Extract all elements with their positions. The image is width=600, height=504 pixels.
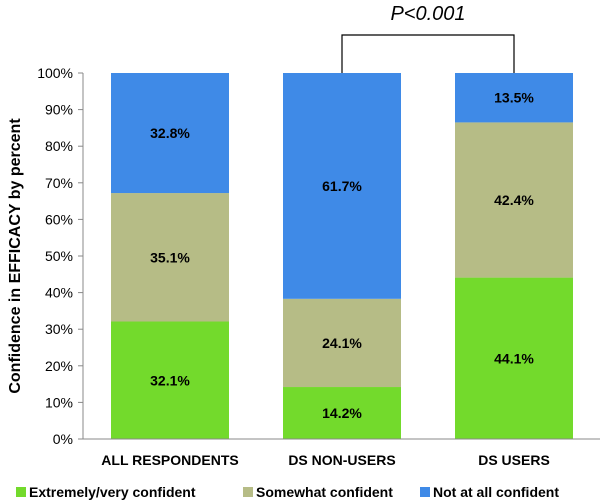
- data-label: 61.7%: [322, 178, 362, 194]
- y-tick-label: 40%: [45, 285, 73, 301]
- y-axis-label-group: Confidence in EFFICACY by percent: [7, 118, 24, 394]
- p-value-label: P<0.001: [390, 3, 465, 25]
- data-label: 13.5%: [494, 90, 534, 106]
- y-tick-label: 30%: [45, 321, 73, 337]
- y-tick-label: 60%: [45, 211, 73, 227]
- bar-segment: [283, 387, 401, 439]
- legend-swatch: [420, 487, 430, 497]
- data-label: 32.1%: [150, 372, 190, 388]
- category-label: DS NON-USERS: [288, 452, 395, 468]
- y-axis-label: Confidence in EFFICACY by percent: [7, 118, 24, 394]
- y-tick-label: 70%: [45, 175, 73, 191]
- data-label: 35.1%: [150, 249, 190, 265]
- legend-label: Extremely/very confident: [29, 484, 196, 500]
- data-label: 14.2%: [322, 405, 362, 421]
- y-tick-label: 20%: [45, 358, 73, 374]
- bar-segment: [283, 298, 401, 388]
- bar-segment: [455, 73, 573, 123]
- category-labels: ALL RESPONDENTS DS NON-USERS DS USERS: [101, 452, 550, 468]
- bar-segment: [455, 122, 573, 278]
- bar-segment: [111, 321, 229, 439]
- axes: [82, 73, 600, 440]
- y-tick-label: 90%: [45, 102, 73, 118]
- category-label: DS USERS: [478, 452, 550, 468]
- category-label: ALL RESPONDENTS: [101, 452, 238, 468]
- y-tick-label: 100%: [37, 65, 73, 81]
- data-label: 24.1%: [322, 335, 362, 351]
- legend-swatch: [16, 487, 26, 497]
- bar-segment: [455, 277, 573, 439]
- data-label: 42.4%: [494, 192, 534, 208]
- significance-annotation: P<0.001: [341, 3, 515, 73]
- y-axis-ticks: 0% 10% 20% 30% 40% 50% 60% 70% 80% 90% 100%: [37, 65, 83, 447]
- y-tick-label: 0%: [53, 431, 73, 447]
- y-tick-label: 80%: [45, 138, 73, 154]
- legend-label: Not at all confident: [433, 484, 559, 500]
- legend-label: Somewhat confident: [256, 484, 393, 500]
- legend-swatch: [243, 487, 253, 497]
- bar-segment: [111, 193, 229, 322]
- bar-segment: [111, 73, 229, 194]
- bars: 32.1% 35.1% 32.8% 14.2% 24.1% 61.7% 44.1% 42.4%…: [111, 73, 573, 439]
- data-label: 32.8%: [150, 125, 190, 141]
- y-tick-label: 50%: [45, 248, 73, 264]
- bar-segment: [283, 73, 401, 299]
- y-tick-label: 10%: [45, 394, 73, 410]
- legend: Extremely/very confident Somewhat confide…: [16, 484, 559, 500]
- data-label: 44.1%: [494, 350, 534, 366]
- significance-bracket: [341, 34, 515, 73]
